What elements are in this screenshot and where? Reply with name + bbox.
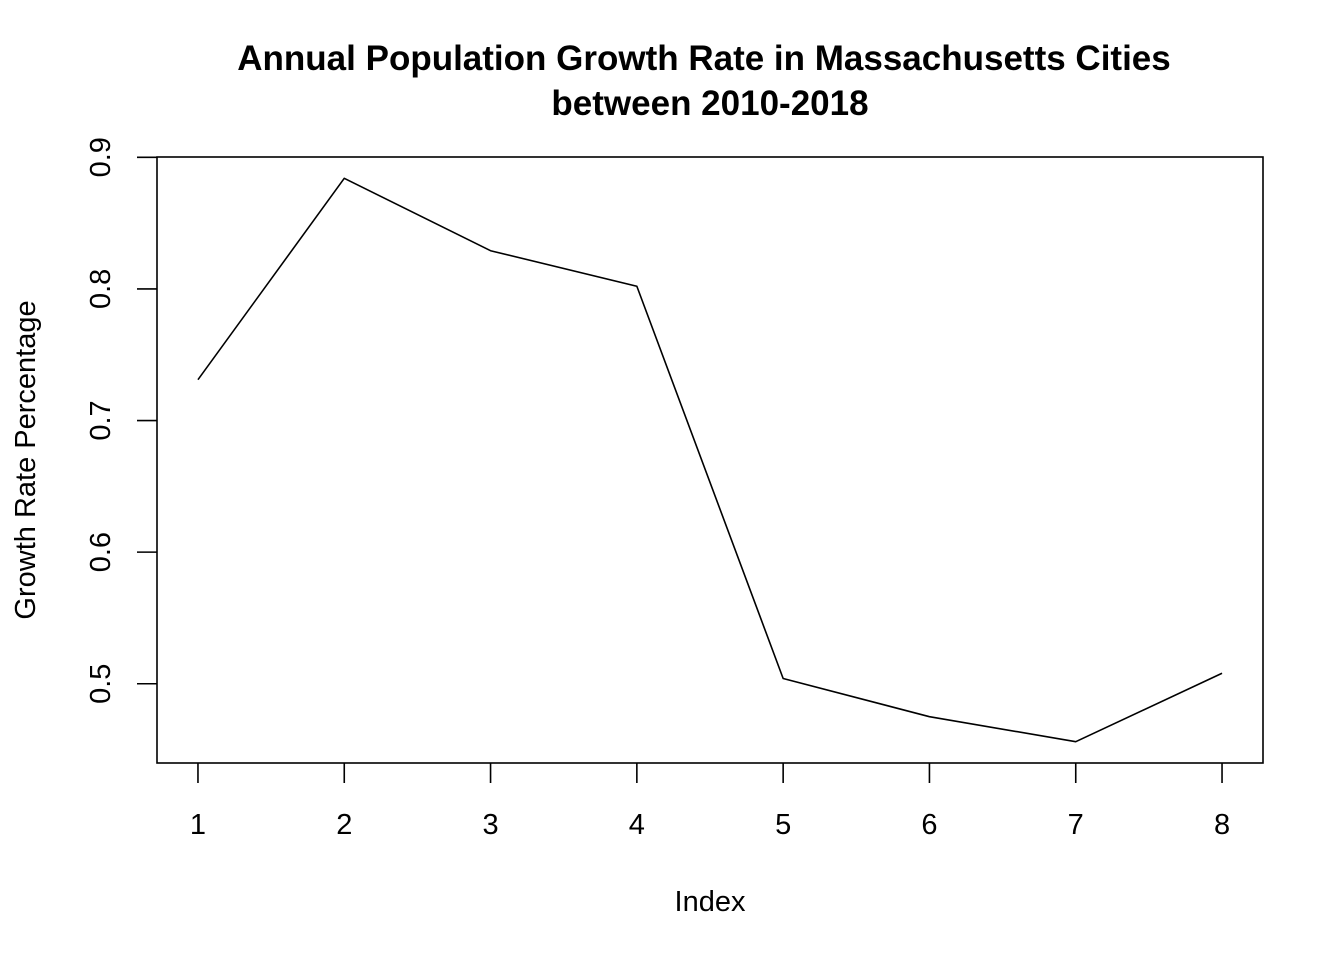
x-tick-label: 6 bbox=[921, 809, 937, 841]
y-tick-label: 0.5 bbox=[85, 664, 117, 704]
series-point bbox=[782, 678, 784, 680]
y-tick-label: 0.9 bbox=[85, 137, 117, 177]
x-tick-label: 7 bbox=[1068, 809, 1084, 841]
y-tick-label: 0.7 bbox=[85, 400, 117, 440]
plot-frame bbox=[156, 156, 1264, 764]
x-tick-label: 3 bbox=[482, 809, 498, 841]
y-tick-label: 0.6 bbox=[85, 532, 117, 572]
series-point bbox=[197, 379, 199, 381]
series-line bbox=[197, 177, 1223, 743]
y-tick-label: 0.8 bbox=[85, 269, 117, 309]
chart-title-line-2: between 2010-2018 bbox=[551, 84, 868, 123]
y-axis-label: Growth Rate Percentage bbox=[10, 300, 42, 619]
series-point bbox=[1221, 672, 1223, 674]
series-point bbox=[636, 285, 638, 287]
x-axis-label: Index bbox=[675, 886, 746, 918]
series-point bbox=[490, 250, 492, 252]
chart-title: Annual Population Growth Rate in Massach… bbox=[237, 39, 1170, 123]
x-tick-label: 8 bbox=[1214, 809, 1230, 841]
series-point bbox=[1075, 741, 1077, 743]
series-group bbox=[197, 177, 1223, 743]
series-point bbox=[343, 178, 345, 180]
x-tick-label: 2 bbox=[336, 809, 352, 841]
series-point bbox=[929, 716, 931, 718]
chart-title-line-1: Annual Population Growth Rate in Massach… bbox=[237, 39, 1170, 78]
x-tick-label: 4 bbox=[629, 809, 645, 841]
x-tick-label: 1 bbox=[190, 809, 206, 841]
x-axis: 1 2 3 4 5 6 7 8 bbox=[190, 763, 1230, 841]
x-tick-label: 5 bbox=[775, 809, 791, 841]
y-axis: 0.5 0.6 0.7 0.8 0.9 bbox=[85, 137, 157, 704]
